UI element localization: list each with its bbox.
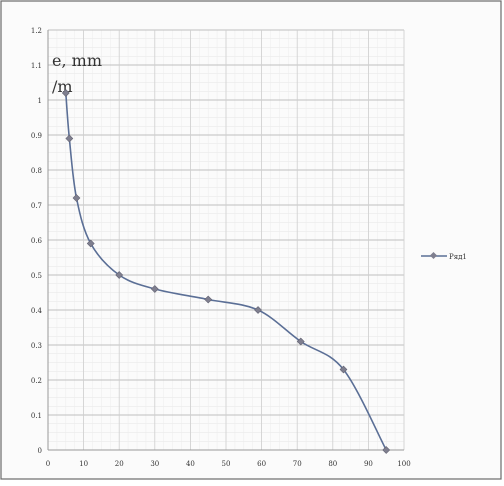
- x-tick-label: 40: [186, 460, 195, 468]
- x-tick-label: 60: [257, 460, 266, 468]
- y-tick-label: 0.6: [31, 237, 43, 245]
- data-point: [339, 365, 348, 374]
- x-tick-label: 10: [79, 460, 88, 468]
- y-tick-label: 0.9: [31, 132, 42, 140]
- y-tick-label: 0.2: [31, 377, 42, 385]
- data-point: [150, 285, 159, 293]
- x-tick-label: 20: [115, 460, 124, 468]
- y-tick-label: 0.5: [31, 272, 42, 280]
- x-tick-label: 0: [46, 460, 50, 468]
- y-tick-label: 1.1: [31, 62, 42, 70]
- y-tick-label: 1: [38, 97, 42, 105]
- x-tick-label: 70: [293, 460, 302, 468]
- legend: Ряд1: [421, 251, 467, 261]
- grid: [47, 29, 405, 451]
- data-point: [115, 271, 124, 279]
- y-tick-label: 0.3: [31, 342, 42, 350]
- x-tick-label: 30: [150, 460, 159, 468]
- data-point: [65, 134, 74, 143]
- x-tick-label: 50: [222, 460, 231, 468]
- y-tick-label: 0.7: [31, 202, 42, 210]
- y-tick-label: 0.1: [31, 412, 42, 420]
- data-point: [382, 446, 391, 454]
- y-axis-label-line-1: e, mm: [52, 51, 102, 70]
- data-point: [61, 89, 70, 97]
- y-tick-label: 1.2: [31, 27, 42, 35]
- data-point: [72, 194, 81, 202]
- series-group: [61, 89, 391, 454]
- data-point: [254, 306, 262, 314]
- legend-label: Ряд1: [449, 253, 467, 261]
- y-tick-label: 0: [38, 447, 42, 455]
- y-tick-label: 0.4: [31, 307, 43, 315]
- x-tick-label: 80: [328, 460, 337, 468]
- x-tick-label: 100: [397, 460, 410, 468]
- legend-marker: [429, 251, 438, 260]
- data-point: [86, 239, 95, 248]
- x-tick-label: 90: [364, 460, 373, 468]
- data-point: [204, 295, 213, 304]
- data-point: [296, 337, 305, 346]
- tick-labels: 0 0.1 0.2 0.3 0.4 0.5 0.6 0.7 0.8 0.9 1 1.1 1.2 0 10 20…: [31, 27, 411, 468]
- y-tick-label: 0.8: [31, 167, 42, 175]
